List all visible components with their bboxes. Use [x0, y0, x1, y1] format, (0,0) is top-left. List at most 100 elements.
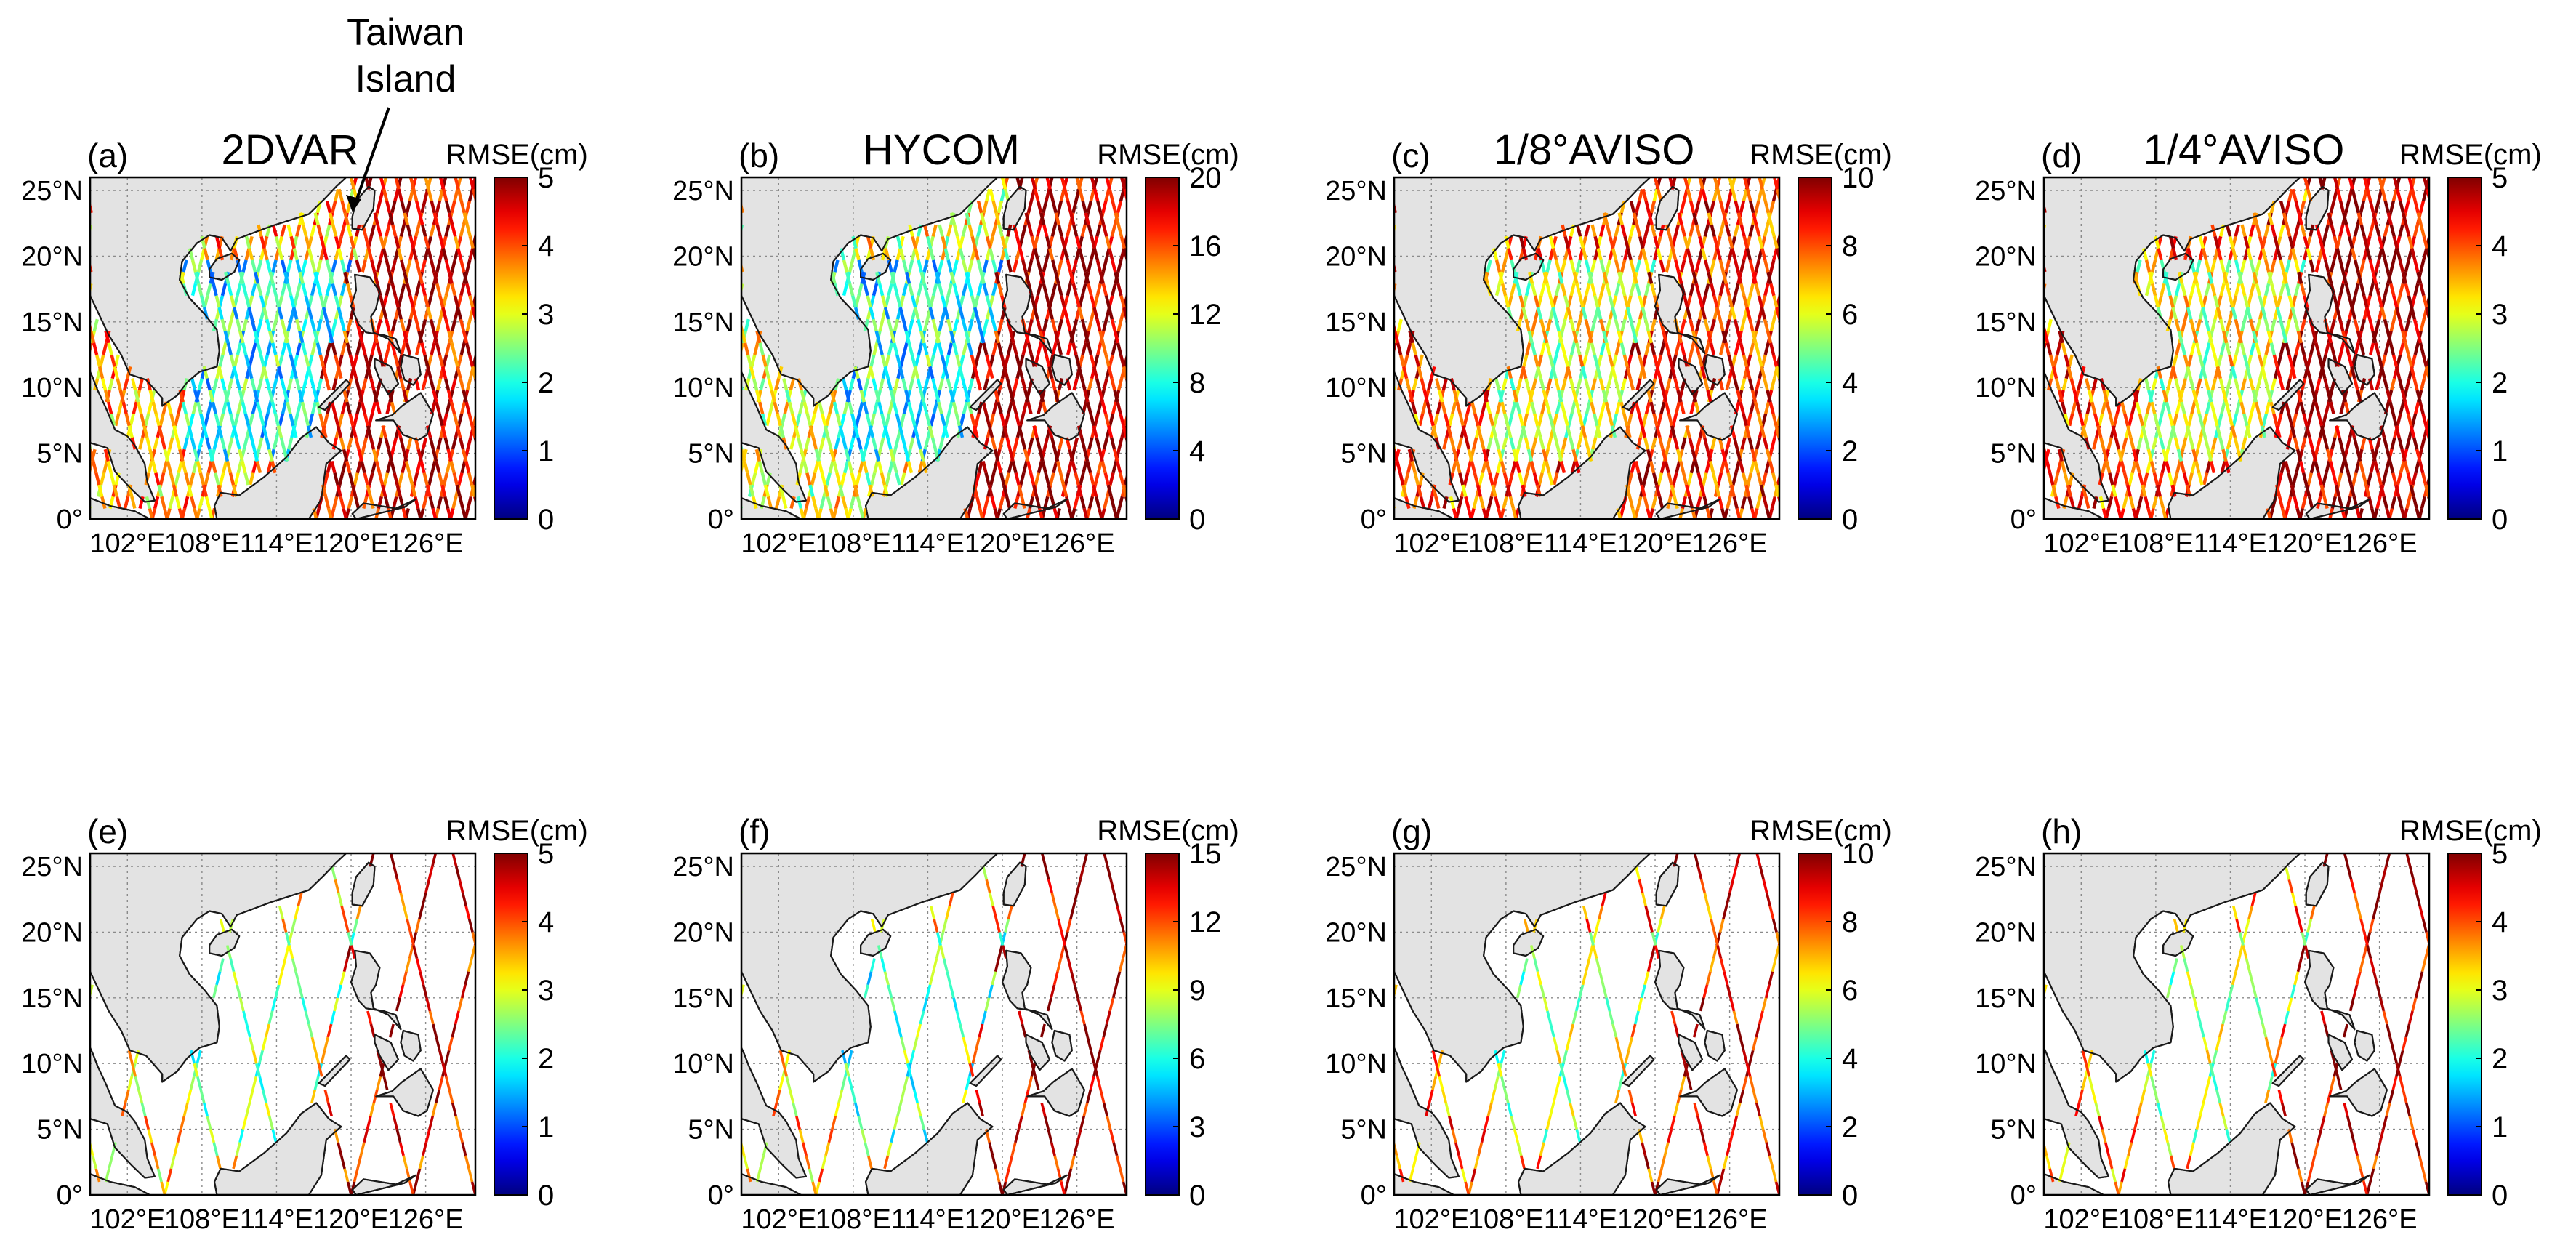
- track-segment: [270, 401, 278, 414]
- track-segment: [837, 177, 839, 178]
- track-segment: [1762, 437, 1769, 450]
- y-tick-label: 5°N: [1340, 439, 1387, 470]
- track-segment: [1066, 342, 1073, 355]
- track-segment: [1116, 318, 1123, 332]
- track-segment: [1750, 448, 1757, 462]
- track-segment: [271, 318, 278, 332]
- map-frame: [740, 176, 1128, 520]
- track-segment: [1406, 342, 1412, 355]
- track-segment: [789, 437, 796, 450]
- track-segment: [1095, 283, 1102, 297]
- track-segment: [1702, 472, 1708, 486]
- map-frame: [89, 176, 477, 520]
- track-segment: [776, 413, 782, 427]
- track-segment: [1136, 307, 1139, 319]
- track-segment: [2174, 283, 2181, 297]
- track-segment: [734, 177, 737, 189]
- track-segment: [266, 460, 273, 474]
- track-segment: [1394, 330, 1400, 344]
- track-segment: [730, 402, 733, 414]
- track-segment: [162, 177, 164, 178]
- track-segment: [758, 401, 765, 414]
- track-segment: [1683, 236, 1689, 249]
- track-segment: [480, 509, 483, 520]
- track-segment: [214, 472, 220, 486]
- track-segment: [2399, 460, 2406, 474]
- track-segment: [1712, 188, 1719, 202]
- track-segment: [195, 154, 198, 166]
- track-segment: [316, 378, 323, 391]
- y-tick-label: 0°: [57, 504, 83, 535]
- track-segment: [917, 259, 923, 273]
- track-segment: [1509, 437, 1516, 450]
- track-segment: [222, 460, 228, 474]
- track-segment: [2413, 342, 2420, 355]
- track-segment: [856, 437, 863, 450]
- track-segment: [1012, 259, 1018, 273]
- track-segment: [455, 484, 462, 497]
- track-segment: [442, 472, 449, 486]
- track-segment: [2204, 283, 2211, 297]
- track-segment: [1759, 484, 1766, 497]
- track-segment: [1103, 413, 1111, 427]
- track-segment: [967, 283, 974, 297]
- track-segment: [804, 437, 810, 450]
- track-segment: [217, 366, 224, 379]
- track-segment: [1407, 390, 1414, 403]
- track-segment: [1640, 484, 1646, 497]
- track-segment: [1030, 177, 1033, 178]
- track-segment: [422, 496, 428, 510]
- track-segment: [1003, 248, 1010, 261]
- track-segment: [1130, 272, 1133, 283]
- track-segment: [358, 330, 364, 344]
- track-segment: [2413, 283, 2420, 297]
- track-segment: [979, 330, 986, 344]
- track-segment: [99, 354, 105, 367]
- track-segment: [1017, 425, 1024, 438]
- coastline: [1678, 358, 1703, 395]
- track-segment: [1769, 283, 1776, 297]
- track-segment: [321, 366, 329, 379]
- coastline: [1002, 498, 1068, 519]
- track-segment: [2136, 496, 2144, 510]
- track-segment: [302, 378, 308, 391]
- track-segment: [1689, 401, 1696, 414]
- track-segment: [890, 330, 896, 344]
- track-segment: [1569, 342, 1577, 355]
- coastline: [374, 358, 399, 395]
- track-segment: [289, 354, 295, 367]
- track-segment: [928, 248, 935, 261]
- track-segment: [1670, 425, 1677, 438]
- track-segment: [1458, 413, 1465, 427]
- track-segment: [192, 177, 194, 178]
- track-segment: [1081, 259, 1087, 273]
- track-segment: [419, 154, 422, 166]
- track-segment: [443, 378, 451, 391]
- track-segment: [2287, 188, 2294, 202]
- track-segment: [355, 342, 362, 355]
- track-segment: [805, 413, 812, 427]
- track-segment: [485, 249, 488, 260]
- track-segment: [850, 413, 857, 427]
- track-segment: [1608, 354, 1614, 367]
- track-segment: [2369, 460, 2376, 474]
- track-segment: [1766, 330, 1773, 344]
- track-segment: [432, 212, 439, 225]
- track-segment: [2054, 378, 2061, 391]
- track-segment: [1745, 307, 1752, 320]
- track-segment: [1691, 212, 1699, 225]
- track-segment: [937, 259, 944, 273]
- track-segment: [928, 307, 935, 320]
- track-segment: [1734, 342, 1740, 355]
- track-segment: [1087, 378, 1094, 391]
- track-segment: [1584, 259, 1591, 273]
- track-segment: [1643, 224, 1650, 237]
- track-segment: [76, 272, 79, 283]
- track-segment: [397, 248, 403, 261]
- track-segment: [1072, 378, 1079, 391]
- track-segment: [1047, 307, 1054, 320]
- track-segment: [453, 295, 460, 308]
- track-segment: [1101, 200, 1108, 214]
- track-segment: [1048, 248, 1055, 261]
- track-segment: [459, 401, 467, 414]
